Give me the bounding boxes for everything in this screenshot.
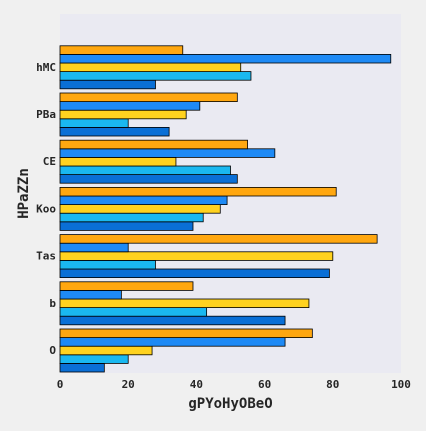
y-tick-label: PBa — [36, 108, 56, 121]
bar-O-series-2 — [59, 354, 129, 364]
bar-Tas-series-2 — [59, 259, 156, 270]
bar-Tas-series-1 — [59, 268, 330, 279]
bar-Koo-series-1 — [59, 221, 194, 231]
bar-O-series-3 — [59, 345, 153, 356]
x-axis-ticks: 0 20 40 60 80 100 — [57, 378, 411, 391]
bar-CE-series-2 — [59, 165, 231, 176]
bar-b-series-1 — [59, 315, 286, 326]
x-tick-label: 0 — [57, 378, 64, 391]
bar-PBa-series-2 — [59, 118, 129, 128]
x-tick-label: 20 — [122, 378, 135, 391]
bar-hMC-series-4 — [59, 54, 392, 64]
bar-hMC-series-2 — [59, 71, 252, 81]
bar-Tas-series-4 — [59, 242, 129, 253]
y-tick-label: Koo — [36, 202, 56, 215]
bar-Tas-series-3 — [59, 251, 334, 261]
bar-PBa-series-5 — [59, 92, 238, 103]
y-axis-label: HPaZZn — [16, 168, 32, 219]
y-tick-label: CE — [43, 155, 56, 168]
y-tick-label: b — [49, 297, 56, 310]
bar-b-series-4 — [59, 289, 122, 300]
bar-hMC-series-5 — [59, 45, 184, 55]
bar-CE-series-4 — [59, 148, 276, 158]
y-tick-label: hMC — [36, 61, 56, 74]
bar-O-series-4 — [59, 337, 286, 347]
y-axis-ticks: Ob Tas Koo CE PBa hMC — [36, 61, 56, 357]
x-tick-label: 40 — [190, 378, 203, 391]
bar-Koo-series-3 — [59, 204, 221, 214]
bar-CE-series-3 — [59, 156, 177, 167]
bar-hMC-series-3 — [59, 62, 242, 73]
y-tick-label: Tas — [36, 250, 56, 263]
bar-Koo-series-2 — [59, 212, 204, 223]
x-tick-label: 60 — [258, 378, 271, 391]
bar-b-series-2 — [59, 307, 208, 317]
bar-Koo-series-4 — [59, 195, 228, 206]
x-axis-label: gPYoHyOBeO — [188, 396, 272, 412]
x-tick-label: 100 — [391, 378, 411, 391]
bar-O-series-5 — [59, 328, 313, 339]
bar-Tas-series-5 — [59, 234, 378, 244]
bar-group — [59, 45, 392, 373]
bar-hMC-series-1 — [59, 79, 156, 90]
bar-b-series-3 — [59, 298, 310, 309]
bar-PBa-series-1 — [59, 127, 170, 137]
x-tick-label: 80 — [326, 378, 339, 391]
bar-Koo-series-5 — [59, 186, 337, 197]
bar-b-series-5 — [59, 281, 194, 291]
y-tick-label: O — [49, 344, 56, 357]
bar-CE-series-1 — [59, 174, 238, 184]
bar-PBa-series-3 — [59, 109, 187, 120]
bar-PBa-series-4 — [59, 101, 201, 111]
bar-O-series-1 — [59, 362, 105, 373]
bar-CE-series-5 — [59, 139, 248, 150]
